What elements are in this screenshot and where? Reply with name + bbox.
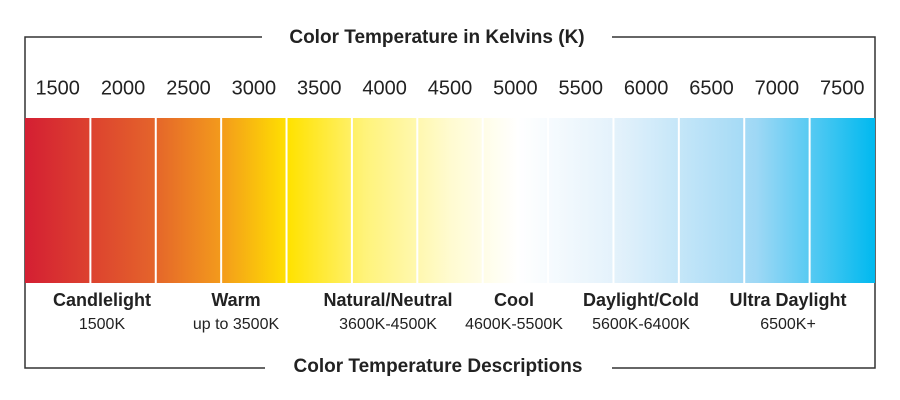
scale-label: 4500: [428, 77, 473, 99]
description-name: Ultra Daylight: [729, 290, 846, 310]
description-range: 3600K-4500K: [339, 316, 437, 333]
description-range: 4600K-5500K: [465, 316, 563, 333]
scale-label: 2500: [166, 77, 211, 99]
gradient-bar: [25, 118, 875, 283]
scale-label: 3500: [297, 77, 342, 99]
descriptions: Candlelight 1500K Warm up to 3500K Natural/N…: [53, 290, 847, 333]
description-name: Candlelight: [53, 290, 151, 310]
scale-label: 5000: [493, 77, 538, 99]
description-range: up to 3500K: [193, 316, 280, 333]
description-name: Daylight/Cold: [583, 290, 699, 310]
scale-label: 7500: [820, 77, 865, 99]
description-name: Cool: [494, 290, 534, 310]
description-range: 6500K+: [760, 316, 816, 333]
description-name: Natural/Neutral: [323, 290, 452, 310]
scale-label: 2000: [101, 77, 146, 99]
dividers: [89, 118, 811, 283]
scale-label: 3000: [232, 77, 277, 99]
description-name: Warm: [211, 290, 260, 310]
description-range: 5600K-6400K: [592, 316, 690, 333]
footer-title: Color Temperature Descriptions: [294, 356, 583, 377]
title: Color Temperature in Kelvins (K): [289, 27, 584, 48]
description-range: 1500K: [79, 316, 126, 333]
scale-label: 1500: [35, 77, 80, 99]
scale-label: 5500: [559, 77, 604, 99]
scale-label: 4000: [362, 77, 407, 99]
scale-label: 6000: [624, 77, 669, 99]
scale-label: 6500: [689, 77, 734, 99]
scale-labels: 1500 2000 2500 3000 3500 4000 4500 5000 5500 6000…: [35, 77, 864, 99]
scale-label: 7000: [755, 77, 800, 99]
